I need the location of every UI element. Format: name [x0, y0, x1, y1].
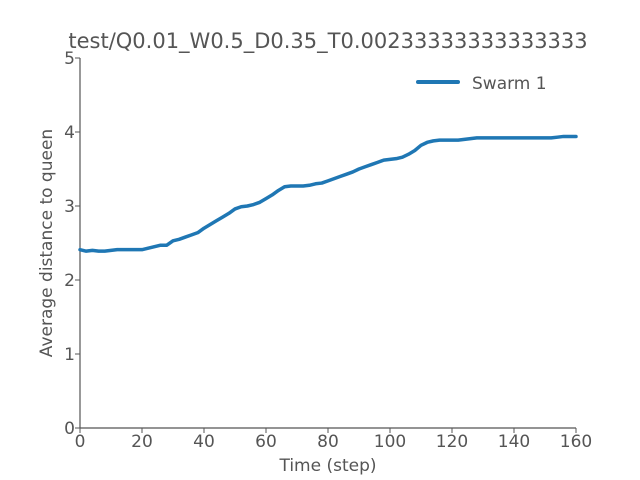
y-tick-label: 1: [64, 345, 75, 365]
x-tick-label: 100: [374, 432, 406, 452]
legend-label: Swarm 1: [472, 74, 547, 94]
legend: Swarm 1: [416, 74, 547, 94]
y-tick-label: 4: [64, 123, 75, 143]
x-tick-label: 160: [560, 432, 592, 452]
x-tick-label: 60: [255, 432, 277, 452]
x-axis-label: Time (step): [278, 456, 376, 476]
x-tick-label: 120: [436, 432, 468, 452]
y-tick-label: 0: [64, 419, 75, 439]
y-tick-label: 2: [64, 271, 75, 291]
y-axis-label: Average distance to queen: [37, 129, 57, 357]
x-tick-label: 0: [75, 432, 86, 452]
chart-title: test/Q0.01_W0.5_D0.35_T0.002333333333333…: [68, 29, 587, 54]
y-tick-label: 3: [64, 197, 75, 217]
x-ticks: 0 20 40 60 80 100 120 140 160: [75, 428, 592, 452]
x-tick-label: 40: [193, 432, 215, 452]
y-ticks: 0 1 2 3 4 5: [64, 49, 80, 439]
x-tick-label: 140: [498, 432, 530, 452]
x-tick-label: 80: [317, 432, 339, 452]
y-tick-label: 5: [64, 49, 75, 69]
axes: [79, 58, 576, 429]
series-layer: [78, 134, 578, 253]
series-line-swarm-1: [78, 134, 578, 253]
x-tick-label: 20: [131, 432, 153, 452]
